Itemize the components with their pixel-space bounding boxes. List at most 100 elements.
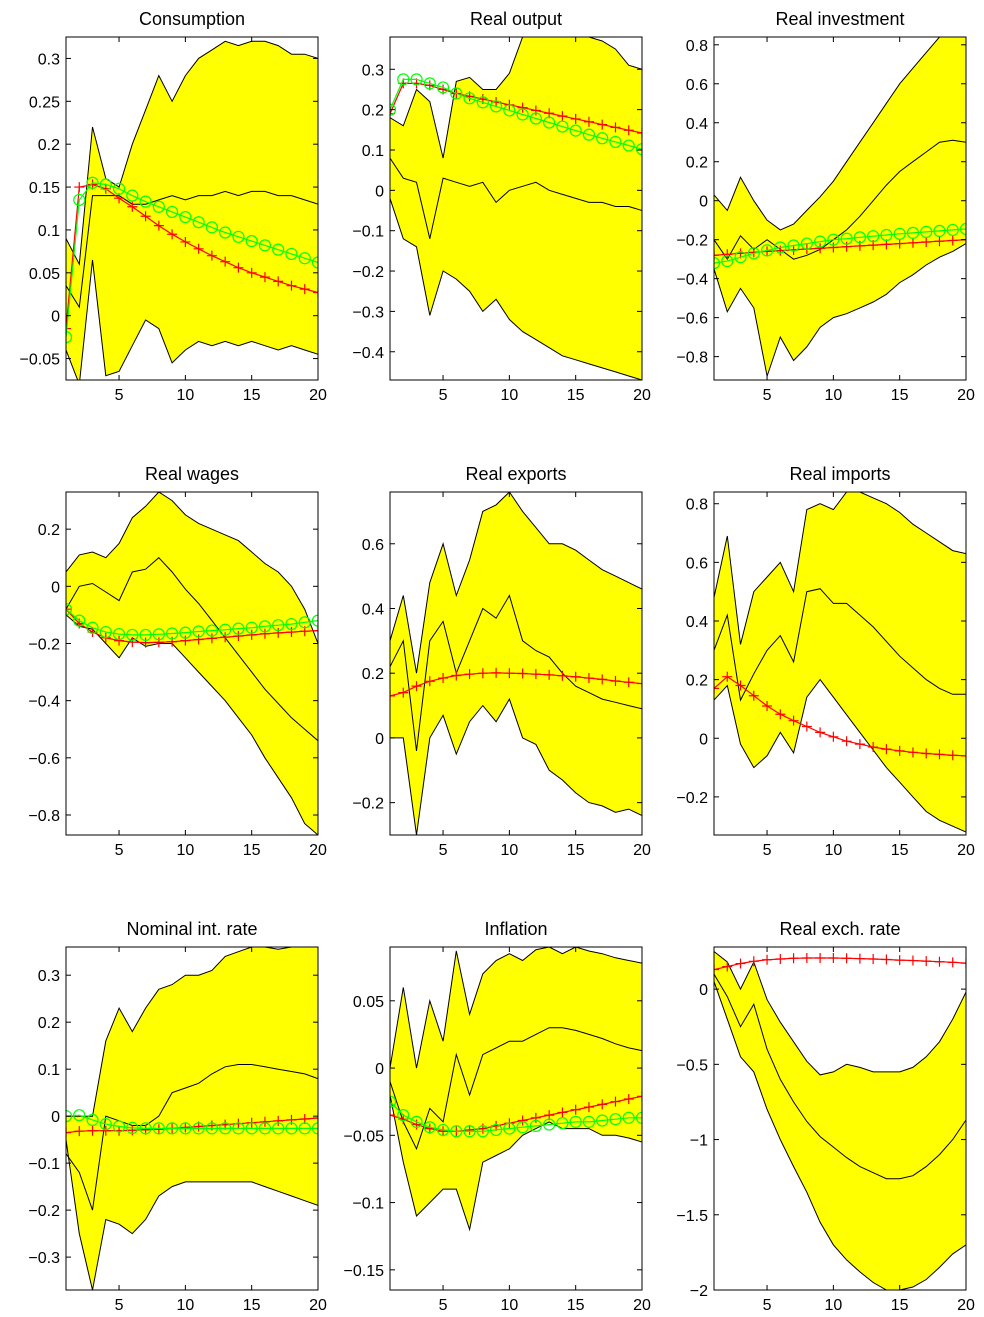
data-point-circle bbox=[179, 210, 192, 224]
data-point-plus bbox=[438, 1126, 449, 1137]
subplot-title: Nominal int. rate bbox=[126, 919, 257, 939]
subplot-title: Real exch. rate bbox=[779, 919, 900, 939]
data-point-circle bbox=[596, 132, 609, 145]
x-tick-label: 10 bbox=[824, 842, 842, 859]
data-point-plus bbox=[504, 668, 515, 679]
band-upper-line bbox=[66, 492, 318, 644]
data-point-plus bbox=[735, 680, 746, 691]
band-upper-line bbox=[390, 947, 642, 1069]
y-tick-label: 0.15 bbox=[29, 180, 60, 197]
data-point-circle bbox=[126, 1121, 139, 1134]
data-point-circle bbox=[126, 189, 139, 202]
y-tick-label: −0.4 bbox=[28, 694, 60, 711]
data-point-plus bbox=[841, 953, 852, 964]
data-point-circle bbox=[86, 621, 99, 634]
y-tick-label: 0.4 bbox=[686, 116, 708, 133]
data-point-circle bbox=[423, 1121, 436, 1134]
data-point-plus bbox=[961, 750, 966, 761]
y-tick-label: −0.1 bbox=[28, 1156, 60, 1173]
data-point-circle bbox=[436, 1123, 450, 1137]
x-tick-label: 20 bbox=[957, 842, 975, 859]
series-circle-line bbox=[390, 78, 642, 150]
data-point-plus bbox=[947, 750, 958, 761]
subplot-3: 5 10 15 20 −0.8 −0.6 −0.4 −0.2 0 0.2 0.4 0.6 0.8 Real… bbox=[676, 9, 975, 404]
data-point-plus bbox=[530, 105, 541, 116]
data-point-circle bbox=[258, 620, 272, 633]
data-point-circle bbox=[800, 237, 813, 250]
data-point-plus bbox=[424, 1123, 435, 1134]
data-point-plus bbox=[220, 632, 231, 643]
band-lower-line bbox=[714, 243, 966, 379]
x-tick-label: 15 bbox=[243, 842, 261, 859]
data-point-circle bbox=[450, 1125, 463, 1138]
data-point-plus bbox=[233, 262, 244, 273]
data-point-circle bbox=[721, 255, 734, 268]
band-lower-line bbox=[714, 981, 966, 1290]
subplot-8: 5 10 15 20 −0.15 −0.1 −0.05 0 0.05 Inflation bbox=[344, 919, 651, 1314]
y-tick-label: −1.5 bbox=[676, 1208, 708, 1225]
data-point-circle bbox=[596, 1114, 609, 1127]
data-point-circle bbox=[99, 625, 112, 639]
data-point-plus bbox=[153, 220, 164, 231]
band-median-line bbox=[714, 973, 966, 1180]
data-point-plus bbox=[637, 678, 642, 689]
data-point-circle bbox=[139, 628, 152, 642]
x-tick-label: 20 bbox=[957, 1297, 975, 1314]
y-tick-label: −0.1 bbox=[352, 224, 384, 241]
data-point-plus bbox=[815, 727, 826, 738]
data-point-plus bbox=[907, 237, 918, 248]
data-point-plus bbox=[570, 113, 581, 124]
data-point-plus bbox=[66, 1127, 71, 1138]
data-point-plus bbox=[180, 1122, 191, 1133]
y-tick-label: 0.8 bbox=[686, 497, 708, 514]
subplot-2: 5 10 15 20 −0.4 −0.3 −0.2 −0.1 0 0.1 0.2 0.3 Real ou… bbox=[352, 9, 651, 404]
data-point-circle bbox=[245, 234, 258, 248]
x-tick-label: 5 bbox=[439, 387, 448, 404]
data-point-plus bbox=[127, 201, 138, 212]
data-point-circle bbox=[397, 1109, 410, 1122]
confidence-band bbox=[390, 947, 642, 1230]
y-tick-label: 0 bbox=[51, 1109, 60, 1126]
data-point-circle bbox=[946, 223, 959, 237]
data-point-circle bbox=[192, 1122, 205, 1135]
band-lower-line bbox=[66, 1139, 318, 1290]
confidence-band bbox=[66, 492, 318, 835]
data-point-circle bbox=[529, 112, 542, 125]
y-tick-label: 0.6 bbox=[362, 537, 384, 554]
y-tick-label: 0 bbox=[375, 183, 384, 200]
data-point-plus bbox=[153, 1124, 164, 1135]
data-point-circle bbox=[179, 626, 192, 639]
data-point-plus bbox=[722, 961, 733, 972]
band-median-line bbox=[66, 190, 318, 309]
data-point-plus bbox=[788, 715, 799, 726]
data-point-plus bbox=[775, 709, 786, 720]
x-tick-label: 15 bbox=[243, 387, 261, 404]
data-point-circle bbox=[516, 1121, 529, 1134]
confidence-band bbox=[390, 492, 642, 835]
data-point-circle bbox=[450, 87, 463, 100]
data-point-plus bbox=[424, 676, 435, 687]
data-point-circle bbox=[232, 1122, 245, 1135]
band-median-line bbox=[390, 594, 642, 751]
data-point-circle bbox=[139, 1122, 152, 1135]
data-point-plus bbox=[775, 954, 786, 965]
data-point-circle bbox=[66, 603, 73, 616]
data-point-plus bbox=[841, 241, 852, 252]
data-point-circle bbox=[298, 252, 311, 265]
data-point-plus bbox=[894, 745, 905, 756]
data-point-circle bbox=[569, 1115, 582, 1128]
data-point-plus bbox=[934, 236, 945, 247]
band-lower-line bbox=[390, 697, 642, 835]
band-median-line bbox=[390, 157, 642, 239]
data-point-plus bbox=[868, 954, 879, 965]
subplot-4: 5 10 15 20 −0.8 −0.6 −0.4 −0.2 0 0.2 Real wages bbox=[28, 464, 327, 859]
data-point-circle bbox=[543, 1118, 556, 1131]
series-circle-line bbox=[390, 1101, 642, 1132]
data-point-circle bbox=[86, 176, 99, 189]
data-point-plus bbox=[610, 122, 621, 133]
band-median-line bbox=[66, 1064, 318, 1211]
y-tick-label: −0.15 bbox=[344, 1263, 385, 1280]
y-tick-label: −0.2 bbox=[28, 1203, 60, 1220]
data-point-circle bbox=[760, 244, 774, 257]
